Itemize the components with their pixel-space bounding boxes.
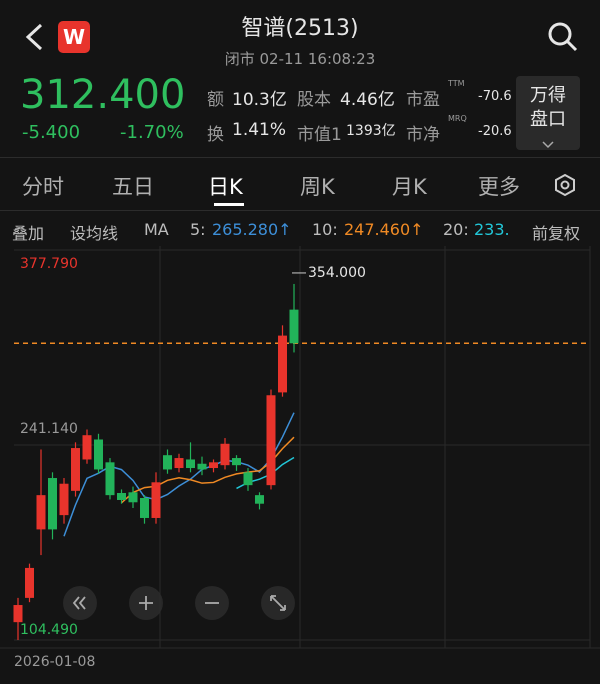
stat-label: 市盈 [406, 90, 440, 110]
status-time: 闭市 02-11 16:08:23 [224, 50, 376, 68]
ma-value: 233. [474, 220, 510, 239]
candle-body [278, 335, 287, 393]
stat-label: 换 [207, 125, 224, 145]
button-text: 万得 [530, 85, 566, 106]
candle-body [36, 495, 46, 530]
x-tick-label: 2026-01-08 [14, 654, 95, 670]
button-text: 盘口 [530, 109, 566, 130]
tab[interactable]: 五日 [112, 175, 154, 199]
stat-label: 市净 [406, 125, 440, 145]
candle-body [232, 458, 241, 466]
candle-body [13, 605, 23, 623]
candle-body [197, 463, 207, 470]
adjust-mode[interactable]: 前复权 [532, 224, 581, 243]
tab[interactable]: 更多 [478, 175, 520, 199]
ma-label: 5: [190, 220, 206, 239]
icon [270, 595, 286, 611]
candle-body [163, 455, 172, 470]
ma-bar-label: 叠加 [12, 224, 45, 243]
stat-label: 额 [207, 90, 224, 110]
candle-body [289, 309, 299, 344]
candle-body [105, 462, 115, 496]
stat-tag: MRQ [448, 114, 467, 123]
tab-underline [214, 203, 244, 206]
stat-value: 4.46亿 [340, 90, 395, 110]
stock-title: 智谱(2513) [241, 16, 359, 41]
tab[interactable]: 周K [300, 175, 335, 199]
candle-body [209, 462, 218, 469]
ma-value: 265.280↑ [212, 220, 292, 239]
settings-button[interactable] [553, 173, 577, 197]
order-book-button[interactable]: 万得 盘口 [516, 76, 580, 150]
search-button[interactable] [546, 20, 580, 54]
candle-body [128, 492, 138, 503]
ma-label: 20: [443, 220, 469, 239]
stat-value: 1393亿 [346, 123, 396, 139]
high-marker-label: 354.000 [308, 265, 366, 281]
candle-body [59, 483, 69, 516]
stat-value: 10.3亿 [232, 90, 287, 110]
y-tick-label: 241.140 [20, 421, 78, 437]
ma-line [121, 436, 295, 504]
ma-bar-label: 设均线 [70, 224, 119, 243]
stat-value: -20.6 [478, 124, 512, 139]
last-price: 312.400 [20, 72, 186, 118]
tab[interactable]: 分时 [22, 175, 64, 199]
chart-control[interactable] [261, 586, 295, 620]
chart-control[interactable] [129, 586, 163, 620]
icon [72, 596, 86, 610]
stat-label: 市值1 [297, 125, 342, 145]
back-button[interactable] [22, 22, 48, 52]
stat-label: 股本 [297, 90, 331, 110]
candle-body [117, 493, 126, 500]
ma-line [63, 412, 295, 537]
price-change: -5.400 [22, 122, 81, 143]
candle-body [82, 435, 92, 460]
candle-body [255, 495, 264, 504]
ma-value: 247.460↑ [344, 220, 424, 239]
candle-body [220, 443, 230, 466]
candle-body [25, 567, 34, 598]
candle-body [151, 482, 161, 518]
divider [0, 157, 600, 158]
chevron [542, 141, 554, 149]
app-badge: W [58, 21, 90, 53]
y-tick-label: 104.490 [20, 622, 78, 638]
candle-body [243, 472, 253, 486]
stat-value: -70.6 [478, 89, 512, 104]
candle-body [140, 497, 149, 518]
candle-body [174, 458, 184, 469]
chart-control[interactable] [195, 586, 229, 620]
y-tick-label: 377.790 [20, 256, 78, 272]
chart-control[interactable] [63, 586, 97, 620]
ma-label: 10: [312, 220, 338, 239]
candle-body [266, 395, 276, 486]
stat-value: 1.41% [232, 120, 287, 140]
candle-body [94, 439, 103, 470]
divider [0, 210, 600, 211]
price-change-pct: -1.70% [120, 122, 184, 143]
tab[interactable]: 月K [392, 175, 427, 199]
candle-body [71, 448, 80, 491]
candle-body [48, 478, 57, 530]
candle-body [186, 459, 195, 469]
ma-bar-label: MA [144, 220, 169, 239]
stat-tag: TTM [448, 79, 465, 88]
icon [139, 596, 153, 610]
tab[interactable]: 日K [208, 175, 243, 199]
